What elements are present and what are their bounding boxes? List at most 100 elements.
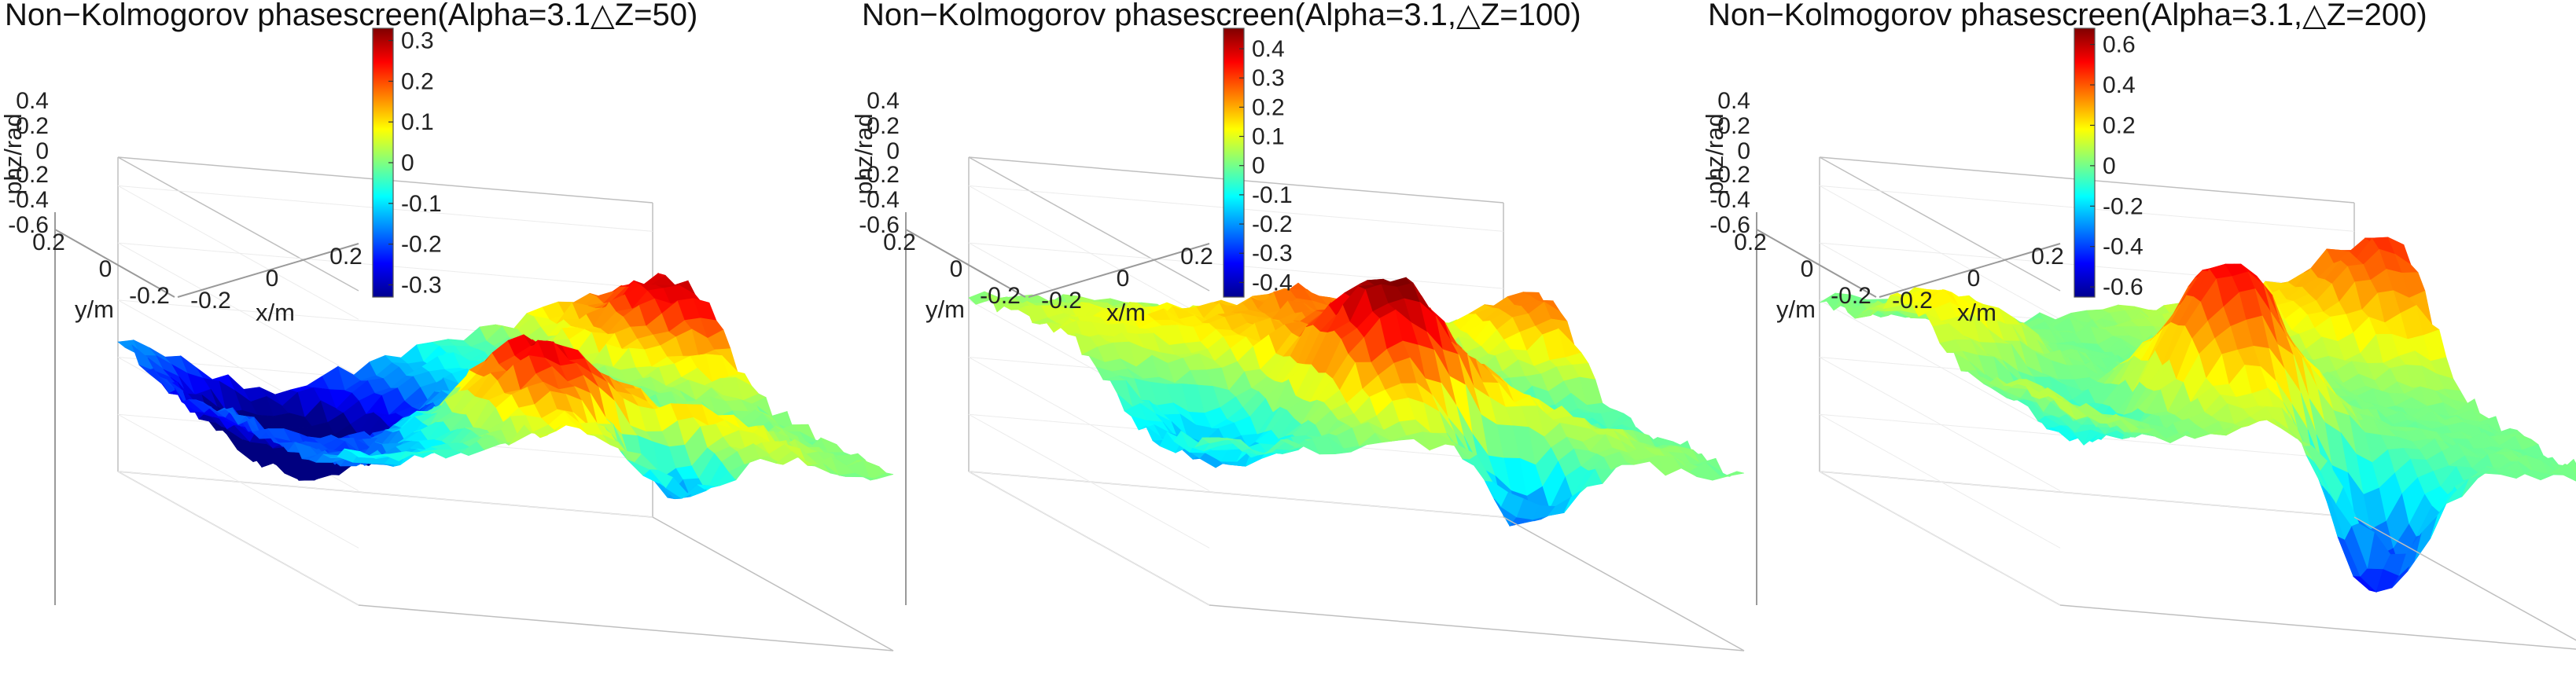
z-tick-label: -0.6 bbox=[859, 212, 900, 238]
chart-title: Non−Kolmogorov phasescreen(Alpha=3.1,△Z=… bbox=[862, 0, 1581, 32]
x-axis-line bbox=[1879, 243, 2061, 298]
box-floor-back-edges bbox=[1819, 471, 2355, 606]
colorbar-tick-label: -0.1 bbox=[1252, 182, 1293, 208]
x-tick-label: 0 bbox=[1117, 266, 1130, 292]
colorbar-tick-label: -0.2 bbox=[2103, 193, 2144, 219]
z-tick-label: -0.2 bbox=[8, 162, 49, 188]
y-tick-label: 0 bbox=[950, 256, 963, 282]
z-gridline bbox=[117, 185, 653, 320]
colorbar-tick-label: -0.6 bbox=[2103, 274, 2144, 300]
colorbar-tick-label: -0.4 bbox=[1252, 270, 1293, 295]
z-axis-label: phz/rad bbox=[1701, 113, 1728, 194]
z-tick-label: -0.2 bbox=[1709, 162, 1750, 188]
x-axis-label: x/m bbox=[1957, 299, 1996, 326]
phase-surface bbox=[1819, 237, 2576, 593]
y-tick-label: 0.2 bbox=[1734, 229, 1767, 255]
colorbar-tick-label: 0.2 bbox=[1252, 94, 1285, 120]
y-tick-label: -0.2 bbox=[1831, 283, 1871, 309]
z-tick-label: 0 bbox=[1737, 138, 1750, 164]
phase-surface bbox=[117, 272, 894, 500]
box-floor-back-edges bbox=[117, 471, 653, 606]
x-tick-label: 0.2 bbox=[329, 244, 362, 270]
x-tick-label: 0.2 bbox=[2031, 244, 2064, 270]
x-tick-label: 0 bbox=[266, 266, 279, 292]
y-tick-label: 0.2 bbox=[883, 229, 916, 255]
y-tick-label: 0 bbox=[99, 256, 112, 282]
box-floor-back-edges bbox=[968, 471, 1504, 606]
z-gridline bbox=[1819, 185, 2355, 320]
z-gridline bbox=[968, 185, 1504, 320]
x-tick-label: -0.2 bbox=[190, 288, 231, 314]
colorbar-tick-label: 0 bbox=[2103, 153, 2116, 179]
colorbar-tick-label: 0.3 bbox=[1252, 65, 1285, 91]
surface-facet bbox=[2571, 466, 2576, 477]
x-axis-line bbox=[1028, 243, 1210, 298]
colorbar-tick-label: -0.4 bbox=[2103, 234, 2144, 260]
colorbar-tick-label: -0.3 bbox=[401, 272, 442, 298]
z-axis-label: phz/rad bbox=[0, 113, 27, 194]
surface-facet bbox=[2555, 467, 2576, 482]
y-axis-label: y/m bbox=[1776, 295, 1816, 323]
y-axis-line bbox=[54, 229, 175, 298]
y-axis-label: y/m bbox=[75, 295, 114, 323]
x-tick-label: 0.2 bbox=[1180, 244, 1213, 270]
colorbar-tick-label: 0.1 bbox=[1252, 124, 1285, 150]
box-floor-front-edges bbox=[2059, 516, 2576, 650]
z-tick-label: -0.2 bbox=[859, 162, 900, 188]
colorbar-tick-label: -0.3 bbox=[1252, 240, 1293, 266]
subplot-2: Non−Kolmogorov phasescreen(Alpha=3.1,△Z=… bbox=[850, 0, 1745, 651]
colorbar-tick-label: 0.4 bbox=[2103, 72, 2136, 98]
colorbar-tick-label: 0.6 bbox=[2103, 32, 2136, 58]
z-tick-label: 0 bbox=[886, 138, 900, 164]
colorbar-tick-label: 0 bbox=[1252, 153, 1265, 179]
colorbar-tick-label: 0.3 bbox=[401, 28, 434, 54]
x-tick-label: 0 bbox=[1967, 266, 1981, 292]
colorbar-tick-label: -0.2 bbox=[1252, 211, 1293, 237]
z-tick-label: 0.2 bbox=[16, 113, 49, 139]
y-axis-line bbox=[1756, 229, 1877, 298]
colorbar-tick-label: 0.2 bbox=[401, 68, 434, 94]
y-tick-label: -0.2 bbox=[129, 283, 170, 309]
colorbar-tick-label: 0 bbox=[401, 150, 414, 176]
z-tick-label: 0.2 bbox=[867, 113, 900, 139]
x-axis-line bbox=[177, 243, 359, 298]
z-tick-label: -0.4 bbox=[859, 187, 900, 213]
colorbar-tick-label: -0.1 bbox=[401, 191, 442, 217]
x-axis-label: x/m bbox=[256, 299, 295, 326]
colorbar-tick-label: -0.2 bbox=[401, 232, 442, 258]
x-tick-label: -0.2 bbox=[1892, 288, 1933, 314]
colorbar bbox=[1223, 28, 1245, 298]
z-tick-label: 0 bbox=[35, 138, 49, 164]
chart-title: Non−Kolmogorov phasescreen(Alpha=3.1△Z=5… bbox=[5, 0, 697, 32]
z-tick-label: 0.2 bbox=[1717, 113, 1750, 139]
y-tick-label: -0.2 bbox=[980, 283, 1021, 309]
colorbar bbox=[2074, 28, 2096, 298]
z-gridline bbox=[117, 471, 653, 606]
y-axis-label: y/m bbox=[926, 295, 965, 323]
subplot-1: Non−Kolmogorov phasescreen(Alpha=3.1△Z=5… bbox=[0, 0, 894, 651]
z-gridline bbox=[1819, 413, 2355, 549]
box-floor-front-edges bbox=[358, 516, 894, 651]
subplot-3: Non−Kolmogorov phasescreen(Alpha=3.1,△Z=… bbox=[1701, 0, 2576, 650]
y-tick-label: 0.2 bbox=[32, 229, 65, 255]
z-tick-label: 0.4 bbox=[1717, 88, 1750, 114]
z-tick-label: 0.4 bbox=[867, 88, 900, 114]
x-tick-label: -0.2 bbox=[1041, 288, 1082, 314]
colorbar-tick-label: 0.4 bbox=[1252, 36, 1285, 62]
z-gridline bbox=[117, 242, 653, 377]
z-gridline bbox=[117, 299, 653, 435]
z-gridline bbox=[968, 471, 1504, 606]
z-tick-label: -0.6 bbox=[8, 212, 49, 238]
colorbar-tick-label: 0.2 bbox=[2103, 112, 2136, 138]
phase-surface bbox=[968, 277, 1745, 527]
z-tick-label: -0.4 bbox=[1709, 187, 1750, 213]
z-tick-label: -0.4 bbox=[8, 187, 49, 213]
z-tick-label: 0.4 bbox=[16, 88, 49, 114]
surface-facet bbox=[1720, 471, 1745, 478]
z-tick-label: -0.6 bbox=[1709, 212, 1750, 238]
colorbar-tick-label: 0.1 bbox=[401, 109, 434, 135]
box-floor-front-edges bbox=[1209, 516, 1745, 651]
y-axis-line bbox=[905, 229, 1026, 298]
surface-facet bbox=[870, 472, 894, 481]
